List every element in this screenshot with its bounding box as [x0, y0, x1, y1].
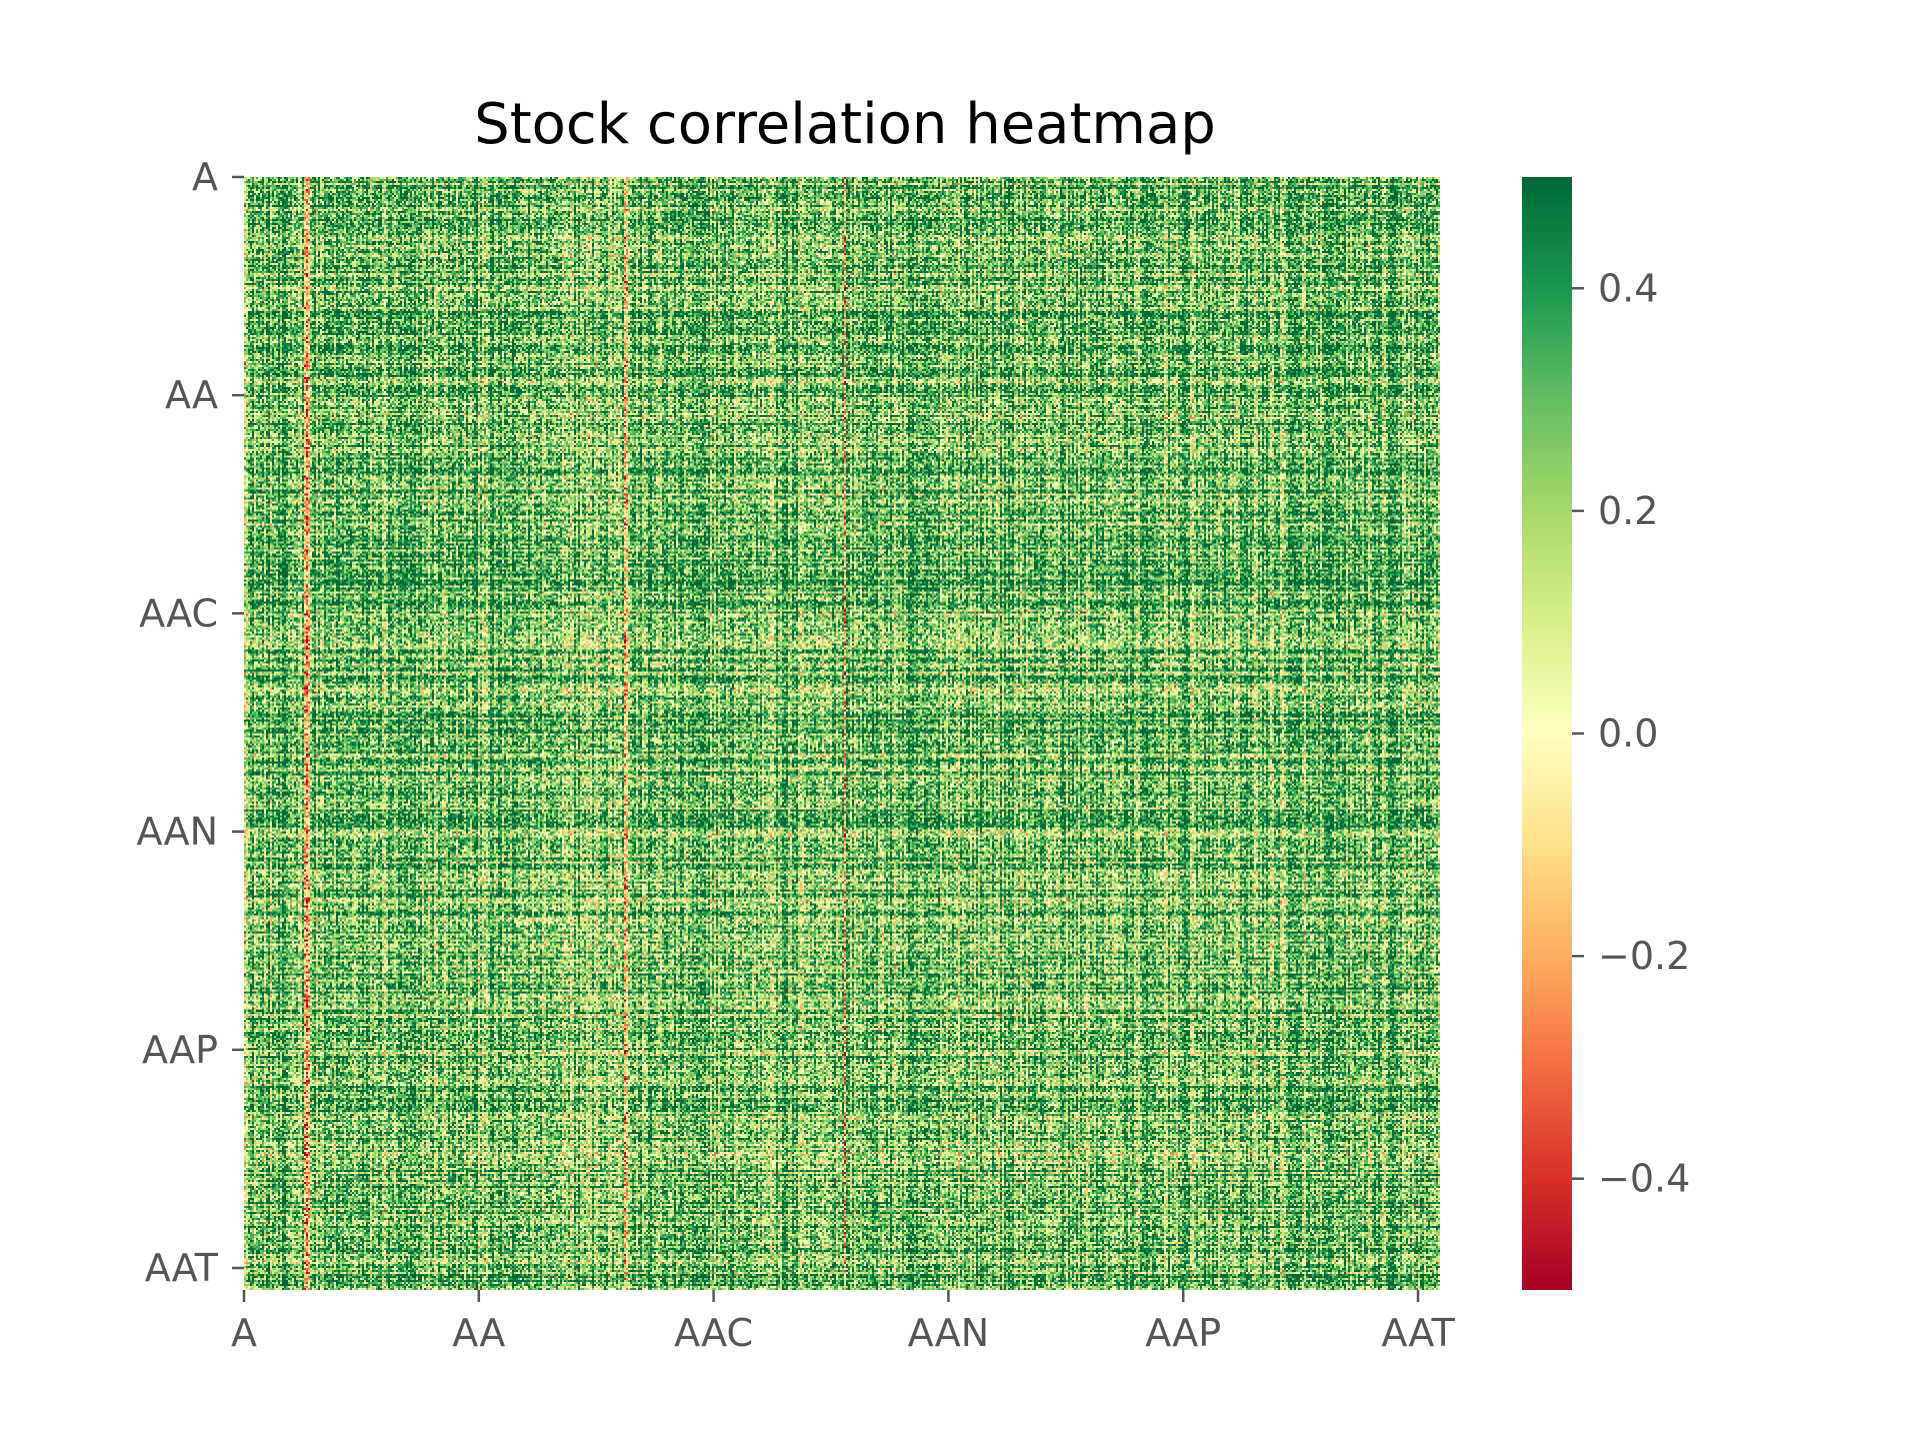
colorbar-tick-label: 0.4 [1598, 266, 1658, 310]
y-tick-label: AAT [145, 1246, 219, 1290]
y-tick-label: AAC [139, 591, 218, 635]
colorbar-tick-label: −0.4 [1598, 1157, 1690, 1201]
chart-title: Stock correlation heatmap [474, 92, 1216, 157]
x-tick-label: AA [452, 1311, 505, 1355]
x-tick-label: AAN [908, 1311, 989, 1355]
x-tick-label: AAC [674, 1311, 753, 1355]
colorbar [1522, 177, 1572, 1290]
y-tick-label: AAP [142, 1028, 218, 1072]
y-tick-label: AA [165, 373, 218, 417]
y-tick-label: AAN [137, 810, 218, 854]
colorbar-tick-label: −0.2 [1598, 934, 1690, 978]
x-tick-label: AAT [1381, 1311, 1455, 1355]
heatmap-matrix [244, 177, 1440, 1290]
colorbar-tick-label: 0.0 [1598, 712, 1658, 756]
y-tick-label: A [192, 155, 218, 199]
x-tick-label: AAP [1145, 1311, 1221, 1355]
x-tick-label: A [231, 1311, 257, 1355]
colorbar-tick-label: 0.2 [1598, 489, 1658, 533]
